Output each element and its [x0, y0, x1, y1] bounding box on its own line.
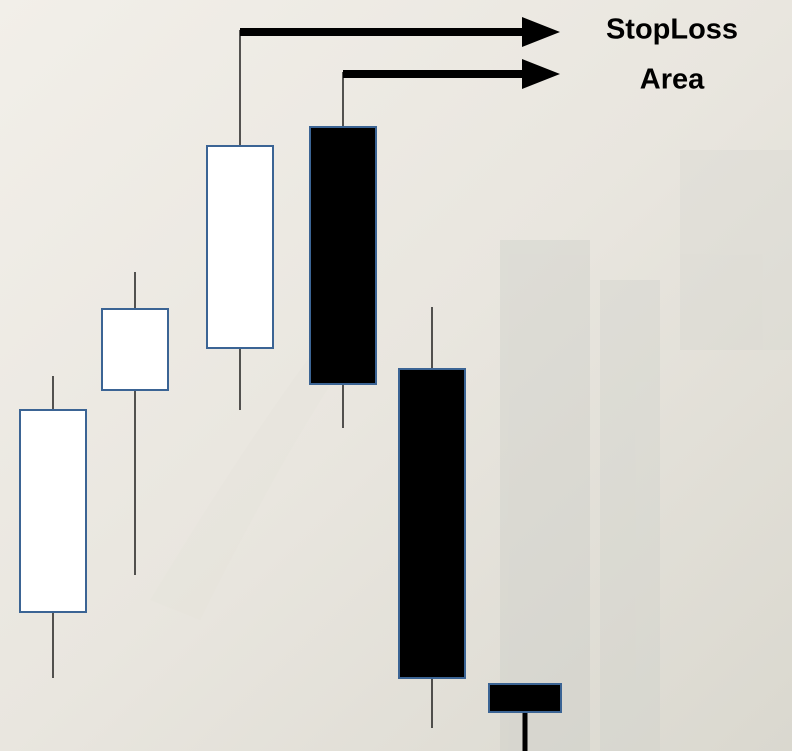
label-line: StopLoss	[606, 14, 738, 46]
background-buildings	[150, 150, 792, 751]
arrow-head	[522, 17, 560, 47]
candle-body	[398, 368, 466, 679]
label-line: Area	[640, 64, 705, 96]
candle-body	[309, 126, 377, 385]
candle-body	[101, 308, 169, 391]
candle-body	[488, 683, 562, 713]
arrow-head	[522, 59, 560, 89]
candle-body	[19, 409, 87, 613]
candle-body	[206, 145, 274, 349]
